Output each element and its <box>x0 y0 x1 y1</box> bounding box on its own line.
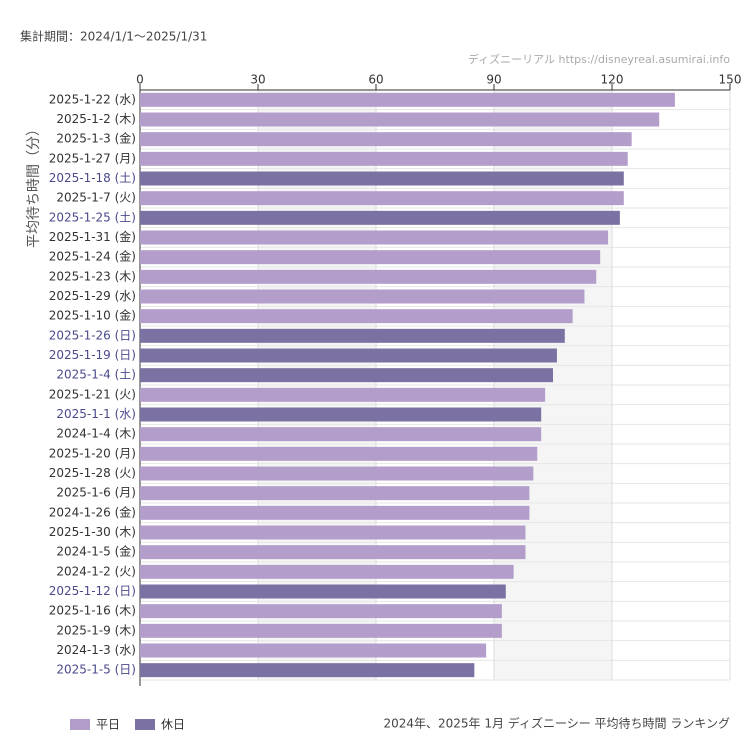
y-tick-label: 2025-1-24 (金) <box>49 249 136 264</box>
bar <box>140 604 502 619</box>
bar <box>140 663 475 678</box>
y-tick-label: 2024-1-26 (金) <box>49 504 136 519</box>
y-tick-label: 2025-1-12 (日) <box>49 584 136 598</box>
y-tick-label: 2025-1-21 (火) <box>49 387 136 401</box>
y-tick-label: 2025-1-4 (土) <box>56 368 136 382</box>
y-tick-label: 2025-1-18 (土) <box>49 171 136 185</box>
bar <box>140 564 514 579</box>
bar <box>140 328 565 343</box>
y-tick-label: 2025-1-22 (水) <box>49 92 136 106</box>
x-tick-label: 0 <box>136 73 144 87</box>
bar <box>140 132 632 147</box>
site-credit: ディズニーリアル https://disneyreal.asumirai.inf… <box>468 52 730 66</box>
bar <box>140 171 624 186</box>
bar <box>140 486 530 501</box>
x-tick-label: 30 <box>250 73 265 87</box>
y-tick-label: 2025-1-2 (木) <box>56 112 136 126</box>
y-tick-label: 2025-1-1 (水) <box>56 407 136 421</box>
bar <box>140 368 553 383</box>
y-tick-label: 2025-1-25 (土) <box>49 210 136 224</box>
y-tick-label: 2025-1-7 (火) <box>56 191 136 205</box>
y-tick-label: 2025-1-16 (木) <box>49 604 136 618</box>
y-tick-label: 2025-1-31 (金) <box>49 229 136 244</box>
y-tick-label: 2025-1-19 (日) <box>49 348 136 362</box>
legend-label: 平日 <box>96 718 120 732</box>
y-tick-label: 2025-1-5 (日) <box>56 663 136 677</box>
y-tick-label: 2025-1-20 (月) <box>49 446 136 460</box>
x-tick-label: 60 <box>368 73 383 87</box>
y-axis-title: 平均待ち時間（分） <box>26 122 42 248</box>
bar <box>140 250 601 265</box>
y-tick-label: 2025-1-27 (月) <box>49 151 136 165</box>
y-tick-label: 2025-1-29 (水) <box>49 289 136 303</box>
bar <box>140 407 542 422</box>
bar <box>140 92 675 107</box>
y-tick-label: 2025-1-26 (日) <box>49 328 136 342</box>
y-tick-label: 2025-1-23 (木) <box>49 269 136 283</box>
y-tick-label: 2025-1-30 (木) <box>49 525 136 539</box>
bar <box>140 545 526 560</box>
y-tick-label: 2025-1-10 (金) <box>49 308 136 323</box>
bar <box>140 427 542 442</box>
bar <box>140 269 597 284</box>
y-tick-label: 2024-1-4 (木) <box>56 427 136 441</box>
bar <box>140 191 624 206</box>
bar <box>140 309 573 324</box>
bar <box>140 348 557 363</box>
period: 集計期間：2024/1/1～2025/1/31 <box>20 29 207 44</box>
y-tick-label: 2025-1-3 (金) <box>56 131 136 146</box>
chart-title: 2024年、2025年 1月 ディズニーシー 平均待ち時間 ランキング <box>383 716 730 731</box>
y-tick-label: 2025-1-9 (木) <box>56 623 136 637</box>
bar <box>140 112 660 127</box>
x-tick-label: 120 <box>601 73 624 87</box>
bar <box>140 623 502 638</box>
bar <box>140 525 526 540</box>
legend-swatch <box>70 719 90 730</box>
bar <box>140 505 530 520</box>
bar <box>140 289 585 304</box>
bar <box>140 446 538 461</box>
legend-label: 休日 <box>161 718 185 732</box>
bar <box>140 230 609 245</box>
bar <box>140 643 487 658</box>
bar <box>140 584 506 599</box>
x-tick-label: 90 <box>486 73 501 87</box>
y-tick-label: 2025-1-28 (火) <box>49 466 136 480</box>
legend-swatch <box>135 719 155 730</box>
x-tick-label: 150 <box>719 73 742 87</box>
bar <box>140 387 546 402</box>
bar <box>140 151 628 166</box>
bar <box>140 466 534 481</box>
y-tick-label: 2024-1-5 (金) <box>56 544 136 559</box>
bar <box>140 210 620 225</box>
y-tick-label: 2024-1-2 (火) <box>56 564 136 578</box>
y-tick-label: 2025-1-6 (月) <box>56 486 136 500</box>
y-tick-label: 2024-1-3 (水) <box>56 643 136 657</box>
